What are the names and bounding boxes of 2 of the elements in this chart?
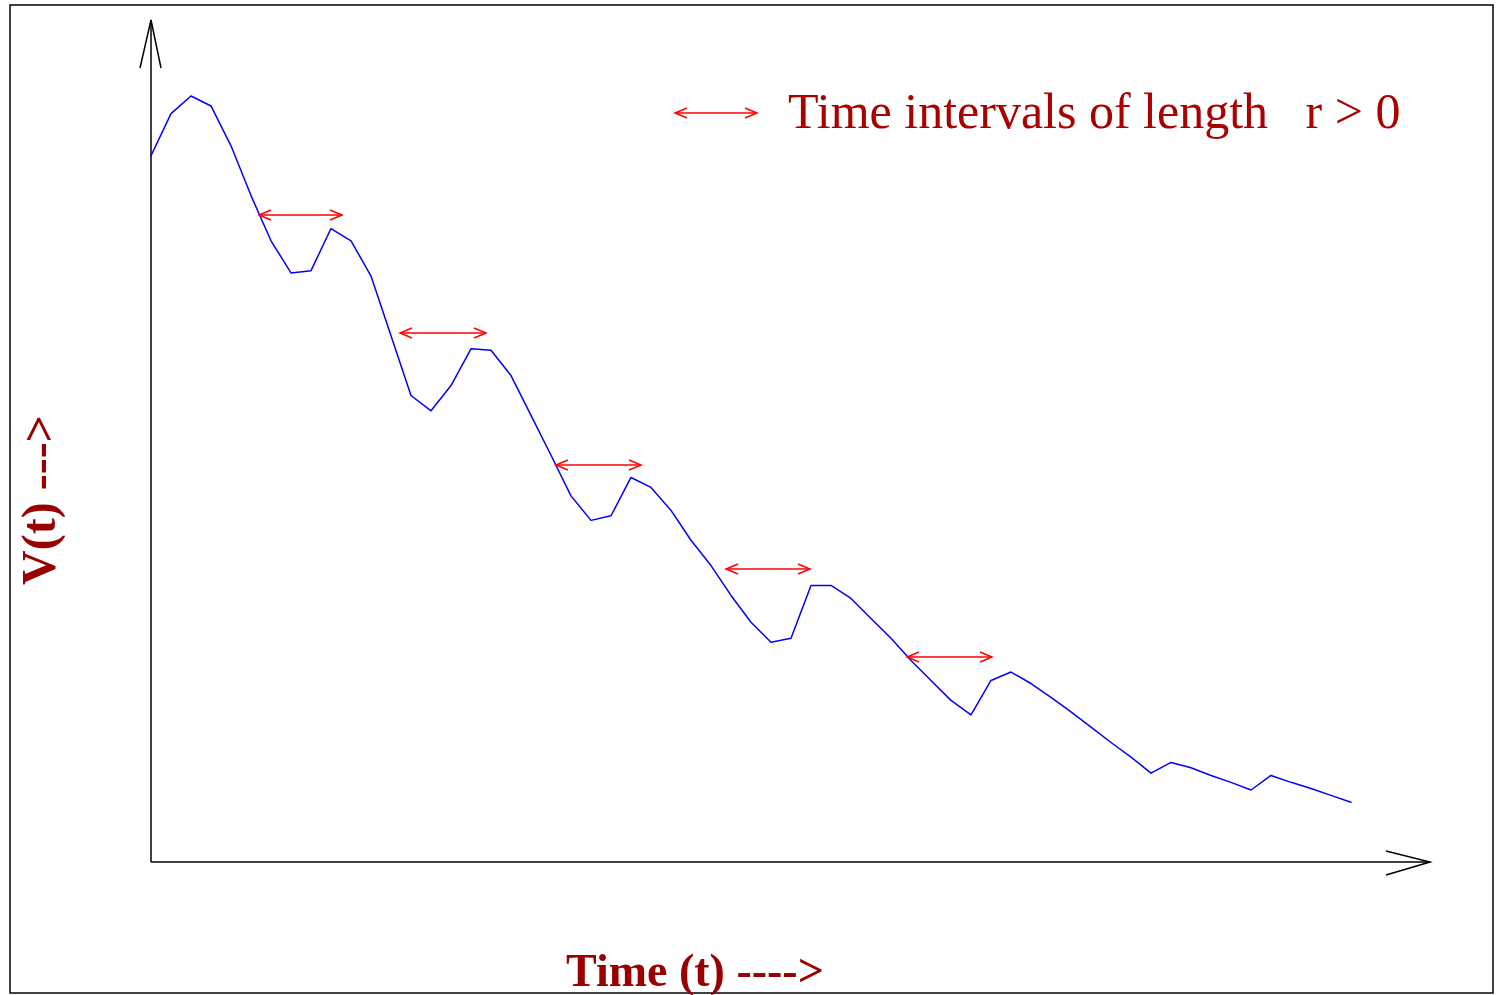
annotation: Time intervals of length r > 0 — [788, 83, 1401, 139]
y-axis-title: V(t) ---> — [12, 415, 66, 585]
